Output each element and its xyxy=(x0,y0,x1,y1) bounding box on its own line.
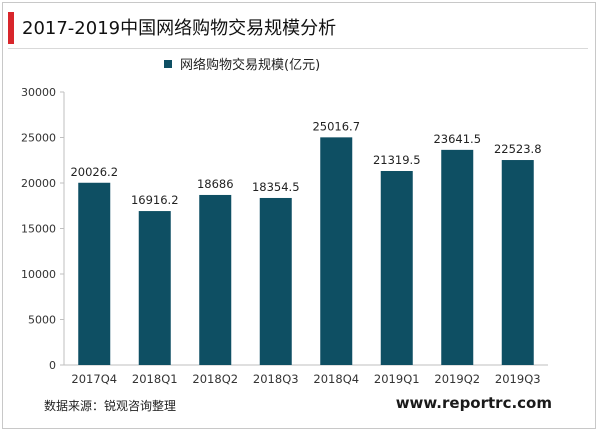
x-tick-label: 2018Q1 xyxy=(132,372,178,386)
x-tick-label: 2017Q4 xyxy=(71,372,117,386)
bar-value-label: 18354.5 xyxy=(252,180,300,194)
y-tick-label: 5000 xyxy=(28,314,56,327)
legend-label: 网络购物交易规模(亿元) xyxy=(180,58,321,73)
bar-value-label: 25016.7 xyxy=(312,119,360,133)
page-title: 2017-2019中国网络购物交易规模分析 xyxy=(22,18,337,39)
x-tick-label: 2018Q4 xyxy=(313,372,359,386)
bar xyxy=(138,211,171,365)
bar-value-label: 23641.5 xyxy=(433,132,481,146)
bar-value-label: 22523.8 xyxy=(494,142,542,156)
title-accent-bar xyxy=(8,12,14,44)
x-tick-label: 2019Q2 xyxy=(434,372,480,386)
y-tick-label: 25000 xyxy=(21,132,56,145)
y-tick-label: 10000 xyxy=(21,268,56,281)
chart-frame xyxy=(2,2,596,429)
bar xyxy=(320,137,353,365)
bar xyxy=(380,170,413,365)
legend-swatch xyxy=(164,59,172,68)
bar xyxy=(199,194,232,365)
x-tick-label: 2018Q2 xyxy=(192,372,238,386)
bar-value-label: 16916.2 xyxy=(131,193,179,207)
bar xyxy=(259,197,292,365)
title-divider xyxy=(8,48,588,49)
bar-value-label: 18686 xyxy=(197,177,234,191)
y-tick-label: 0 xyxy=(49,359,56,372)
x-tick-label: 2019Q1 xyxy=(374,372,420,386)
website-link[interactable]: www.reportrc.com xyxy=(395,394,552,412)
y-tick-label: 15000 xyxy=(21,223,56,236)
bar-value-label: 21319.5 xyxy=(373,153,421,167)
chart-legend: 网络购物交易规模(亿元) xyxy=(164,54,320,73)
bar xyxy=(441,149,474,365)
bar xyxy=(501,160,534,365)
x-tick-label: 2018Q3 xyxy=(253,372,299,386)
source-note: 数据来源：锐观咨询整理 xyxy=(44,399,177,413)
y-tick-label: 30000 xyxy=(21,86,56,99)
bar xyxy=(78,182,111,365)
bar-value-label: 20026.2 xyxy=(70,165,118,179)
x-tick-label: 2019Q3 xyxy=(495,372,541,386)
y-tick-label: 20000 xyxy=(21,177,56,190)
